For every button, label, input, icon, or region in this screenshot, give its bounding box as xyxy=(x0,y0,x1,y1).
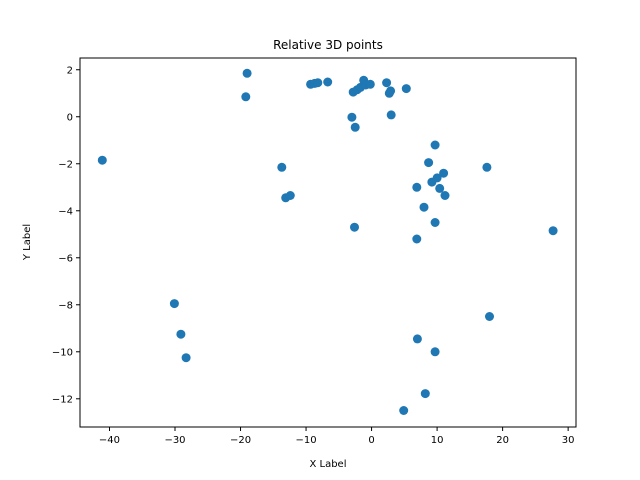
x-tick-label: −10 xyxy=(295,435,316,446)
data-point xyxy=(97,155,107,165)
data-point xyxy=(440,191,450,200)
data-point xyxy=(399,406,409,415)
data-point xyxy=(419,202,429,212)
data-point xyxy=(412,182,422,192)
data-point xyxy=(323,77,333,87)
y-tick-label: −2 xyxy=(58,159,73,170)
data-point xyxy=(169,299,179,309)
data-point xyxy=(412,234,422,244)
data-point xyxy=(242,68,252,78)
x-tick-label: −30 xyxy=(164,435,185,446)
data-point xyxy=(313,78,323,88)
data-point xyxy=(285,191,295,200)
data-point xyxy=(424,158,434,168)
data-point xyxy=(432,173,442,183)
data-point xyxy=(420,389,430,399)
y-axis-ticks: 2 0 −2 −4 −6 −8 −10 −12 xyxy=(52,65,80,405)
y-tick-label: −10 xyxy=(52,347,73,358)
y-tick-label: −8 xyxy=(58,300,73,311)
data-point xyxy=(277,162,287,172)
x-tick-label: 0 xyxy=(368,435,374,446)
y-tick-label: −6 xyxy=(58,253,73,264)
x-tick-label: 10 xyxy=(431,435,444,446)
y-axis-label: Y Label xyxy=(22,224,33,261)
data-point xyxy=(241,92,251,102)
data-point xyxy=(482,162,492,172)
x-tick-label: 30 xyxy=(562,435,575,446)
y-tick-label: −4 xyxy=(58,206,73,217)
x-tick-label: −20 xyxy=(230,435,251,446)
data-point xyxy=(439,168,449,178)
data-point xyxy=(365,79,375,89)
x-tick-label: 20 xyxy=(496,435,509,446)
data-point xyxy=(181,353,191,363)
data-point xyxy=(386,86,396,96)
data-point xyxy=(435,183,445,193)
data-point xyxy=(430,140,440,150)
data-point xyxy=(386,110,396,120)
x-axis-label: X Label xyxy=(309,459,346,470)
data-point xyxy=(430,347,440,357)
x-tick-label: −40 xyxy=(99,435,120,446)
data-point xyxy=(485,312,494,321)
data-point xyxy=(176,329,186,339)
data-point xyxy=(430,218,440,227)
plot-area-frame xyxy=(79,57,577,428)
chart-title: Relative 3D points xyxy=(273,38,383,52)
y-tick-label: −12 xyxy=(52,394,73,405)
data-point xyxy=(350,222,359,232)
data-point xyxy=(350,122,360,132)
data-point xyxy=(382,78,392,88)
points-layer xyxy=(97,68,558,415)
x-axis-ticks: −40 −30 −20 −10 0 10 20 30 xyxy=(99,427,575,446)
data-point xyxy=(412,334,422,344)
data-point xyxy=(548,226,558,236)
y-tick-label: 0 xyxy=(67,112,73,123)
data-point xyxy=(401,84,411,94)
data-point xyxy=(347,112,357,122)
y-tick-label: 2 xyxy=(67,65,73,76)
